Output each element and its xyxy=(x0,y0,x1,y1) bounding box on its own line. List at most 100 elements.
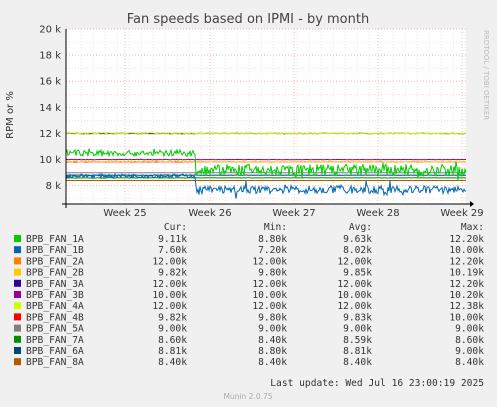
y-tick-label: 16 k xyxy=(39,77,61,88)
legend-value-cur: 9.00k xyxy=(158,324,187,335)
legend-value-max: 12.20k xyxy=(449,234,484,245)
series-line-bpb_fan_6a xyxy=(65,174,467,176)
legend-series-name: BPB_FAN_7A xyxy=(26,335,84,346)
legend-value-max: 9.00k xyxy=(455,324,484,335)
y-tick-label: 18 k xyxy=(39,51,61,62)
legend-series-name: BPB_FAN_2B xyxy=(26,268,84,279)
x-axis-ticks: Week 25 Week 26 Week 27 Week 28 Week 29 xyxy=(103,208,483,219)
legend-value-max: 10.20k xyxy=(449,290,484,301)
series-line-bpb_fan_2b xyxy=(65,160,467,163)
legend-swatch xyxy=(14,302,21,310)
x-tick-label: Week 27 xyxy=(272,208,315,219)
legend-value-min: 10.00k xyxy=(252,290,287,301)
legend-swatch xyxy=(14,257,21,265)
legend-value-min: 12.00k xyxy=(252,256,287,267)
legend-value-avg: 12.00k xyxy=(337,301,372,312)
series-line-bpb_fan_7a xyxy=(65,177,467,179)
legend-value-cur: 12.00k xyxy=(152,256,187,267)
legend-series-name: BPB_FAN_4B xyxy=(26,312,84,323)
legend-value-min: 9.80k xyxy=(258,312,287,323)
legend-value-avg: 9.63k xyxy=(343,234,372,245)
legend-value-avg: 9.85k xyxy=(343,268,372,279)
legend-value-max: 10.19k xyxy=(449,268,484,279)
legend-value-cur: 7.60k xyxy=(158,245,187,256)
series-lines xyxy=(65,131,467,199)
legend-value-cur: 9.11k xyxy=(158,234,187,245)
legend: Cur: Min: Avg: Max: BPB_FAN_1A 9.11k 8.80k… xyxy=(14,222,484,368)
legend-value-cur: 9.82k xyxy=(158,268,187,279)
legend-swatch xyxy=(14,324,21,332)
grid-lines xyxy=(66,28,466,204)
y-tick-label: 10 k xyxy=(39,155,61,166)
legend-value-avg: 8.59k xyxy=(343,335,372,346)
legend-value-min: 7.20k xyxy=(258,245,287,256)
chart-title: Fan speeds based on IPMI - by month xyxy=(127,12,369,27)
legend-series-name: BPB_FAN_1A xyxy=(26,234,84,245)
legend-value-min: 9.80k xyxy=(258,268,287,279)
y-tick-label: 20 k xyxy=(39,25,61,36)
legend-value-min: 8.80k xyxy=(258,234,287,245)
legend-swatch xyxy=(14,246,21,254)
legend-value-avg: 9.00k xyxy=(343,324,372,335)
y-axis-label: RPM or % xyxy=(5,91,16,139)
y-axis-ticks: 8 k 10 k 12 k 14 k 16 k 18 k 20 k xyxy=(39,25,61,193)
legend-value-max: 10.00k xyxy=(449,312,484,323)
legend-swatch xyxy=(14,335,21,343)
legend-swatch xyxy=(14,313,21,321)
legend-value-cur: 9.82k xyxy=(158,312,187,323)
legend-value-avg: 9.83k xyxy=(343,312,372,323)
legend-header-max: Max: xyxy=(461,222,484,233)
legend-series-name: BPB_FAN_3B xyxy=(26,290,84,301)
legend-value-min: 8.40k xyxy=(258,335,287,346)
footer-version: Munin 2.0.75 xyxy=(223,392,272,401)
legend-header-min: Min: xyxy=(264,222,287,233)
legend-value-avg: 8.81k xyxy=(343,346,372,357)
y-tick-label: 8 k xyxy=(46,181,62,192)
legend-value-min: 8.80k xyxy=(258,346,287,357)
series-line-bpb_fan_1a xyxy=(65,147,467,181)
legend-series-name: BPB_FAN_3A xyxy=(26,279,84,290)
legend-value-max: 8.40k xyxy=(455,357,484,368)
series-line-bpb_fan_1b xyxy=(65,172,467,199)
series-line-bpb_fan_4a xyxy=(65,131,467,135)
legend-value-cur: 12.00k xyxy=(152,279,187,290)
legend-swatch xyxy=(14,347,21,354)
legend-value-avg: 10.00k xyxy=(337,290,372,301)
legend-swatch xyxy=(14,291,21,298)
legend-value-min: 9.00k xyxy=(258,324,287,335)
y-tick-label: 14 k xyxy=(39,103,61,114)
x-tick-label: Week 29 xyxy=(440,208,483,219)
legend-value-cur: 10.00k xyxy=(152,290,187,301)
x-tick-label: Week 25 xyxy=(103,208,146,219)
legend-value-max: 12.38k xyxy=(449,301,484,312)
legend-value-min: 12.00k xyxy=(252,279,287,290)
legend-value-max: 9.00k xyxy=(455,346,484,357)
last-update-text: Last update: Wed Jul 16 23:00:19 2025 xyxy=(270,378,484,389)
side-watermark-label: RRDTOOL / TOBI OETIKER xyxy=(482,30,490,120)
legend-header-cur: Cur: xyxy=(164,222,187,233)
legend-value-cur: 8.40k xyxy=(158,357,187,368)
legend-series-name: BPB_FAN_4A xyxy=(26,301,84,312)
series-line-bpb_fan_3b xyxy=(65,158,466,161)
legend-value-avg: 12.00k xyxy=(337,279,372,290)
legend-series-name: BPB_FAN_1B xyxy=(26,245,84,256)
legend-series-name: BPB_FAN_8A xyxy=(26,357,84,368)
legend-value-min: 8.40k xyxy=(258,357,287,368)
legend-value-max: 8.60k xyxy=(455,335,484,346)
legend-value-max: 12.20k xyxy=(449,279,484,290)
legend-value-min: 12.00k xyxy=(252,301,287,312)
legend-series-name: BPB_FAN_2A xyxy=(26,256,84,267)
legend-swatch xyxy=(14,279,21,287)
legend-swatch xyxy=(14,358,21,366)
x-axis-arrow-icon xyxy=(470,201,474,207)
legend-series-name: BPB_FAN_6A xyxy=(26,346,84,357)
x-tick-label: Week 28 xyxy=(356,208,399,219)
legend-value-avg: 8.02k xyxy=(343,245,372,256)
legend-value-max: 12.20k xyxy=(449,256,484,267)
legend-swatch xyxy=(14,235,21,242)
x-tick-label: Week 26 xyxy=(188,208,231,219)
legend-series-name: BPB_FAN_5A xyxy=(26,324,84,335)
legend-value-cur: 8.60k xyxy=(158,335,187,346)
legend-value-cur: 12.00k xyxy=(152,301,187,312)
